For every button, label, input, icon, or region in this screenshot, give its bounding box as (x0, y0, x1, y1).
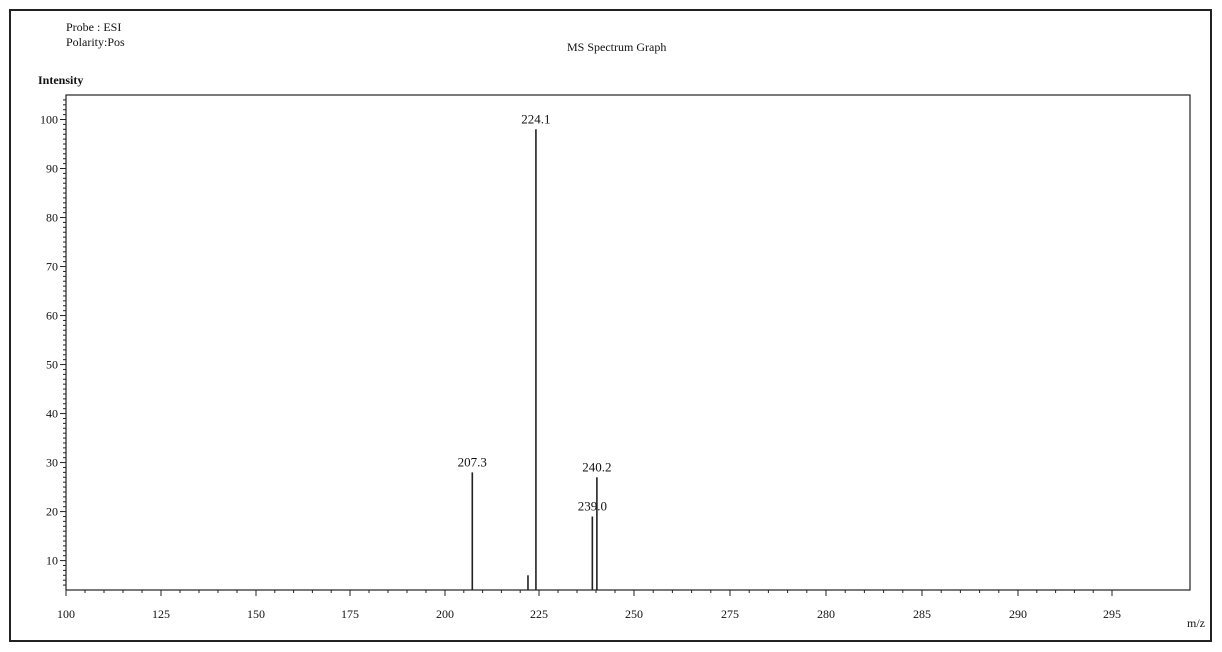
probe-label: Probe : ESI (66, 20, 122, 34)
spectrum-report-frame (9, 9, 1212, 642)
y-tick-label: 70 (46, 260, 58, 274)
plot-area-border (65, 94, 1191, 591)
peak-label: 224.1 (521, 111, 550, 126)
x-tick-label: 250 (625, 607, 643, 621)
x-tick-label: 200 (436, 607, 454, 621)
polarity-label: Polarity:Pos (66, 35, 125, 49)
x-tick-label: 100 (57, 607, 75, 621)
x-tick-label: 285 (913, 607, 931, 621)
peak-label: 239.0 (578, 498, 607, 513)
y-tick-label: 30 (46, 456, 58, 470)
x-tick-label: 295 (1103, 607, 1121, 621)
y-tick-label: 50 (46, 358, 58, 372)
x-tick-label: 225 (530, 607, 548, 621)
y-tick-label: 10 (46, 554, 58, 568)
x-axis-label: m/z (1187, 616, 1205, 630)
y-tick-label: 40 (46, 407, 58, 421)
y-tick-label: 100 (40, 113, 58, 127)
x-tick-label: 290 (1009, 607, 1027, 621)
y-tick-label: 90 (46, 162, 58, 176)
y-tick-label: 60 (46, 309, 58, 323)
x-tick-label: 280 (817, 607, 835, 621)
x-tick-label: 125 (152, 607, 170, 621)
y-axis-label: Intensity (38, 73, 83, 87)
y-tick-label: 20 (46, 505, 58, 519)
x-tick-label: 275 (721, 607, 739, 621)
x-tick-label: 175 (341, 607, 359, 621)
peak-label: 240.2 (582, 459, 611, 474)
chart-title: MS Spectrum Graph (567, 40, 667, 54)
y-tick-label: 80 (46, 211, 58, 225)
x-tick-label: 150 (247, 607, 265, 621)
peak-label: 207.3 (458, 454, 487, 469)
